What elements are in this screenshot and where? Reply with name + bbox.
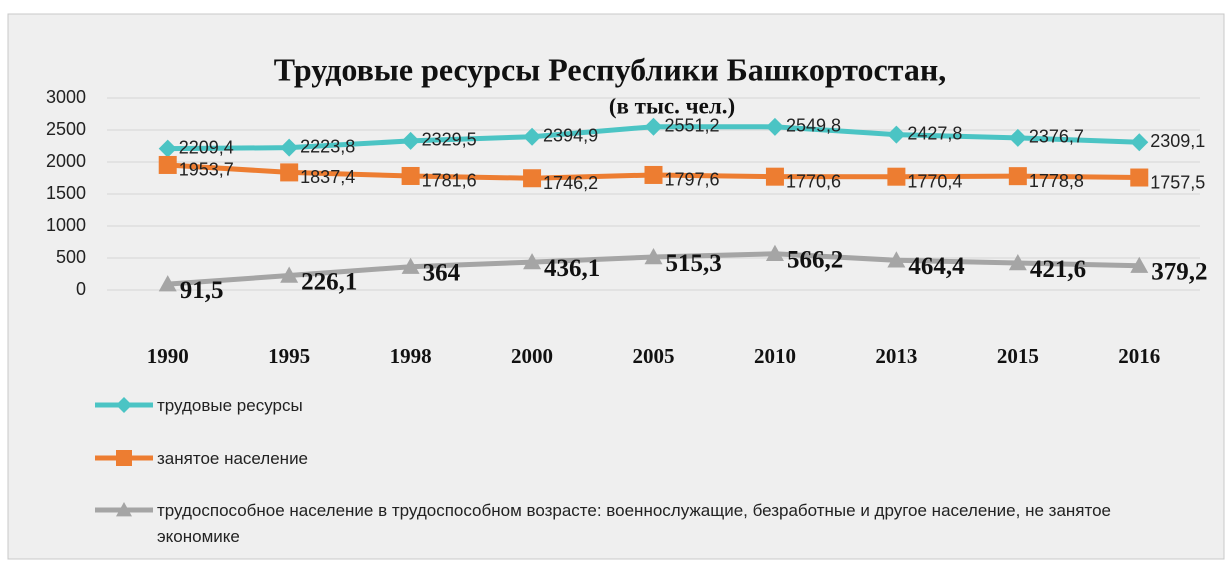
- legend-entry: трудоспособное население в трудоспособно…: [95, 498, 1175, 550]
- marker: [280, 138, 299, 157]
- data-label: 464,4: [908, 253, 965, 280]
- marker: [644, 165, 663, 184]
- data-label: 1778,8: [1029, 171, 1084, 191]
- marker: [401, 166, 420, 185]
- chart-title: Трудовые ресурсы Республики Башкортостан…: [274, 51, 947, 87]
- legend-icon: [95, 397, 153, 413]
- marker: [523, 127, 542, 146]
- legend-entry: занятое население: [95, 446, 1175, 472]
- marker: [280, 266, 299, 283]
- marker: [116, 502, 132, 517]
- x-tick-label: 2010: [754, 344, 796, 368]
- chart-subtitle: (в тыс. чел.): [609, 93, 735, 118]
- data-label: 2427,8: [907, 123, 962, 143]
- marker: [116, 397, 132, 413]
- data-label: 515,3: [666, 250, 722, 277]
- marker: [887, 251, 906, 268]
- data-label: 2209,4: [179, 137, 234, 157]
- data-label: 1770,6: [786, 171, 841, 191]
- marker: [644, 248, 663, 265]
- data-label: 226,1: [301, 268, 357, 295]
- data-label: 421,6: [1030, 256, 1086, 283]
- y-tick-label: 0: [76, 279, 86, 299]
- y-tick-label: 3000: [46, 87, 86, 107]
- data-label: 2376,7: [1029, 127, 1084, 147]
- y-tick-label: 2500: [46, 119, 86, 139]
- chart-background: [7, 13, 1225, 560]
- x-tick-label: 2016: [1118, 344, 1160, 368]
- marker: [765, 117, 784, 136]
- marker: [280, 163, 299, 182]
- x-tick-label: 2015: [997, 344, 1039, 368]
- marker: [887, 167, 906, 186]
- marker: [887, 125, 906, 144]
- y-tick-label: 2000: [46, 151, 86, 171]
- legend-label: занятое население: [157, 449, 309, 468]
- data-label: 2329,5: [422, 130, 477, 150]
- marker: [644, 117, 663, 136]
- data-label: 2394,9: [543, 125, 598, 145]
- data-label: 566,2: [787, 246, 843, 273]
- data-label: 364: [423, 259, 461, 286]
- marker: [765, 167, 784, 186]
- legend-label: трудовые ресурсы: [157, 396, 303, 415]
- data-label: 2309,1: [1150, 131, 1205, 151]
- x-tick-label: 1990: [147, 344, 189, 368]
- marker: [1130, 168, 1149, 187]
- data-label: 1757,5: [1150, 172, 1205, 192]
- marker: [1008, 254, 1027, 271]
- marker: [523, 253, 542, 270]
- y-tick-label: 1000: [46, 215, 86, 235]
- marker: [523, 169, 542, 188]
- y-tick-label: 500: [56, 247, 86, 267]
- marker: [1008, 167, 1027, 186]
- x-tick-label: 2005: [633, 344, 675, 368]
- legend-entry: трудовые ресурсы: [95, 393, 1175, 419]
- marker: [158, 275, 177, 292]
- data-label: 379,2: [1151, 258, 1207, 285]
- marker: [1130, 133, 1149, 152]
- legend-label: трудоспособное население в трудоспособно…: [157, 501, 1121, 546]
- data-label: 2223,8: [300, 136, 355, 156]
- x-tick-label: 2000: [511, 344, 553, 368]
- marker: [1130, 256, 1149, 273]
- data-label: 1837,4: [300, 167, 355, 187]
- data-label: 1797,6: [665, 170, 720, 190]
- marker: [765, 244, 784, 261]
- marker: [401, 257, 420, 274]
- x-tick-label: 2013: [875, 344, 917, 368]
- marker: [1008, 128, 1027, 147]
- marker: [158, 139, 177, 158]
- legend-icon: [95, 450, 153, 466]
- data-label: 1781,6: [422, 171, 477, 191]
- data-label: 1770,4: [907, 171, 962, 191]
- data-label: 436,1: [544, 255, 600, 282]
- x-tick-label: 1995: [268, 344, 310, 368]
- data-label: 1746,2: [543, 173, 598, 193]
- marker: [116, 450, 132, 466]
- marker: [401, 131, 420, 150]
- data-label: 91,5: [180, 277, 224, 304]
- y-tick-label: 1500: [46, 183, 86, 203]
- data-label: 2549,8: [786, 116, 841, 136]
- x-tick-label: 1998: [390, 344, 432, 368]
- data-label: 2551,2: [665, 115, 720, 135]
- legend-icon: [95, 502, 153, 517]
- data-label: 1953,7: [179, 160, 234, 180]
- marker: [158, 155, 177, 174]
